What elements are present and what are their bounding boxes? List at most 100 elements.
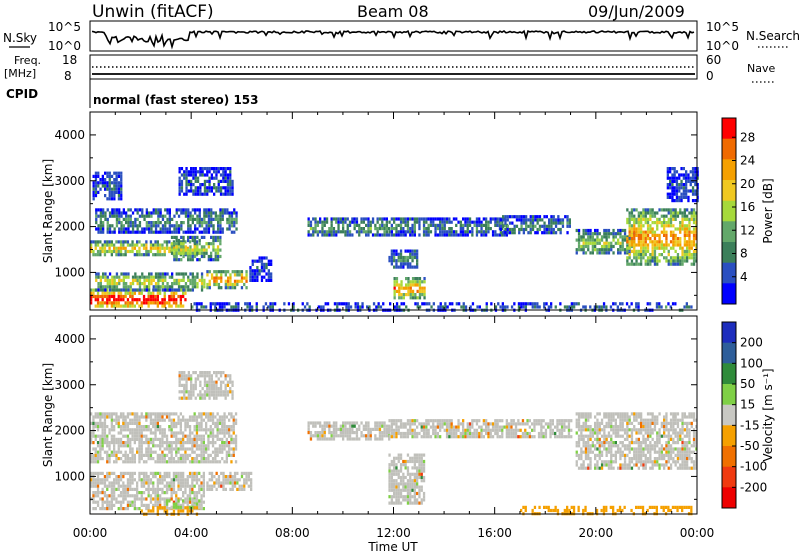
data-cell	[644, 246, 647, 250]
data-cell	[113, 214, 116, 218]
data-cell	[227, 475, 230, 479]
data-cell	[600, 251, 604, 255]
data-cell	[619, 232, 622, 236]
data-cell	[381, 431, 384, 435]
data-cell	[143, 288, 146, 292]
data-cell	[196, 227, 199, 231]
data-cell	[92, 174, 95, 178]
data-cell	[395, 495, 398, 499]
data-cell	[195, 447, 199, 451]
data-cell	[554, 305, 557, 309]
data-cell	[682, 189, 685, 193]
data-cell	[179, 428, 182, 432]
data-cell	[182, 475, 185, 479]
data-cell	[177, 288, 181, 292]
data-cell	[168, 249, 171, 254]
data-cell	[372, 302, 376, 306]
data-cell	[398, 283, 401, 287]
data-cell	[143, 285, 146, 289]
data-cell	[369, 427, 372, 431]
data-cell	[106, 301, 109, 305]
data-cell	[104, 272, 107, 276]
data-cell	[614, 302, 617, 306]
data-cell	[335, 431, 338, 435]
data-cell	[612, 228, 615, 233]
data-cell	[159, 208, 162, 212]
data-cell	[209, 418, 212, 422]
data-cell	[206, 192, 209, 196]
data-cell	[695, 230, 698, 234]
data-cell	[342, 227, 345, 231]
data-cell	[464, 220, 467, 224]
data-cell	[213, 279, 216, 283]
data-cell	[106, 187, 109, 191]
data-cell	[127, 217, 130, 221]
data-cell	[206, 390, 209, 394]
data-cell	[119, 437, 123, 441]
data-cell	[147, 253, 150, 257]
data-cell	[161, 230, 165, 234]
data-cell	[658, 217, 661, 221]
data-cell	[663, 224, 666, 228]
data-cell	[188, 487, 192, 491]
data-cell	[223, 208, 227, 212]
data-cell	[117, 184, 121, 188]
data-cell	[129, 487, 132, 491]
data-cell	[637, 221, 640, 225]
data-cell	[642, 243, 645, 247]
data-cell	[525, 224, 528, 228]
data-cell	[117, 294, 120, 299]
data-cell	[406, 469, 410, 473]
data-cell	[642, 230, 645, 234]
data-cell	[330, 220, 333, 224]
data-cell	[630, 217, 634, 221]
data-cell	[187, 278, 190, 282]
data-cell	[189, 251, 192, 255]
data-cell	[154, 475, 157, 479]
data-cell	[642, 249, 645, 253]
data-cell	[445, 217, 449, 221]
data-cell	[208, 387, 211, 391]
data-cell	[607, 241, 611, 245]
data-cell	[184, 484, 187, 488]
data-cell	[356, 302, 360, 306]
data-cell	[307, 217, 310, 221]
data-cell	[416, 252, 419, 256]
data-cell	[388, 233, 391, 237]
data-cell	[104, 288, 107, 292]
data-cell	[385, 233, 388, 237]
data-cell	[133, 246, 136, 250]
data-cell	[365, 217, 368, 221]
data-cell	[485, 227, 488, 231]
data-cell	[420, 428, 423, 432]
data-cell	[215, 393, 218, 397]
data-cell	[122, 208, 125, 212]
data-cell	[95, 227, 98, 231]
data-cell	[138, 278, 142, 282]
data-cell	[170, 248, 174, 252]
data-cell	[441, 223, 444, 227]
data-cell	[136, 249, 139, 254]
data-cell	[191, 282, 194, 286]
data-cell	[399, 252, 403, 256]
data-cell	[451, 302, 454, 306]
data-cell	[660, 305, 663, 309]
data-cell	[637, 256, 640, 260]
data-cell	[140, 243, 143, 247]
data-cell	[187, 211, 190, 215]
data-cell	[354, 305, 357, 309]
data-cell	[94, 425, 97, 429]
data-cell	[170, 447, 173, 451]
data-cell	[390, 425, 393, 429]
data-cell	[416, 469, 419, 473]
data-cell	[669, 221, 673, 225]
data-cell	[101, 503, 104, 507]
data-cell	[640, 253, 643, 257]
data-cell	[402, 463, 405, 467]
data-cell	[154, 415, 157, 419]
data-cell	[133, 253, 136, 257]
data-cell	[388, 431, 391, 435]
data-cell	[646, 243, 650, 247]
data-cell	[225, 425, 228, 429]
data-cell	[102, 275, 105, 279]
